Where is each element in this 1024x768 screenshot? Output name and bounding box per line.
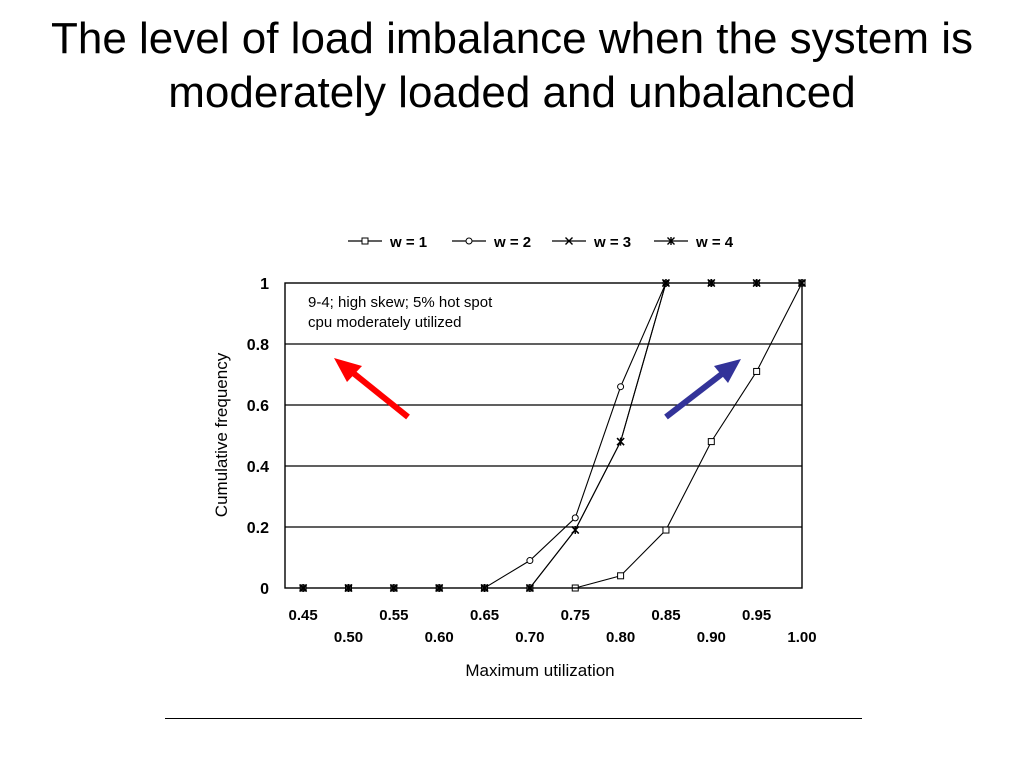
gridlines [285, 343, 802, 528]
x-tick-label: 0.55 [379, 607, 408, 624]
marker-circle [526, 557, 534, 565]
x-tick-label: 0.70 [515, 629, 544, 646]
x-tick-label: 0.65 [470, 607, 499, 624]
marker-square [753, 367, 761, 375]
y-tick-label: 0.8 [247, 337, 269, 354]
marker-circle [617, 383, 625, 391]
marker-star [571, 526, 580, 535]
x-tick-label: 0.50 [334, 629, 363, 646]
x-axis-label: Maximum utilization [465, 661, 614, 680]
y-tick-label: 0 [260, 581, 269, 598]
legend-label: w = 2 [493, 234, 531, 251]
blue-arrow-shaft [664, 367, 729, 420]
legend-label: w = 1 [389, 234, 427, 251]
red-arrow-shaft [345, 365, 410, 420]
blue-arrow-head [714, 359, 741, 383]
marker-star [667, 237, 675, 245]
axes: 0 0.2 0.4 0.6 0.8 1 0.45 0.55 0.65 0.75 0.85 0.95 0.… [212, 276, 817, 680]
y-tick-label: 1 [260, 276, 269, 293]
annotation: 9-4; high skew; 5% hot spot cpu moderatel… [308, 294, 493, 331]
red-arrow-head [334, 358, 362, 382]
footer-rule [165, 718, 862, 719]
marker-circle [571, 514, 579, 522]
marker-square [662, 526, 670, 534]
arrows [334, 358, 741, 420]
x-tick-label: 0.60 [425, 629, 454, 646]
x-tick-label: 0.90 [697, 629, 726, 646]
marker-square [617, 572, 625, 580]
y-axis-label: Cumulative frequency [212, 352, 231, 517]
x-tick-label: 0.80 [606, 629, 635, 646]
x-tick-label: 0.45 [289, 607, 318, 624]
plot-frame [284, 282, 803, 589]
x-tick-label: 1.00 [787, 629, 816, 646]
marker-cross [565, 237, 573, 245]
legend-label: w = 3 [593, 234, 631, 251]
y-tick-label: 0.2 [247, 520, 269, 537]
marker-square [361, 237, 369, 245]
y-tick-label: 0.6 [247, 398, 269, 415]
x-tick-label: 0.95 [742, 607, 771, 624]
y-tick-label: 0.4 [247, 459, 269, 476]
marker-star [616, 437, 625, 446]
marker-circle [465, 237, 473, 245]
slide-title: The level of load imbalance when the sys… [50, 14, 974, 117]
annotation-text: 9-4; high skew; 5% hot spot [308, 294, 493, 311]
x-tick-label: 0.85 [651, 607, 680, 624]
x-tick-label: 0.75 [561, 607, 590, 624]
annotation-text: cpu moderately utilized [308, 314, 461, 331]
legend: w = 1 w = 2 w = 3 w = 4 [348, 234, 734, 251]
legend-label: w = 4 [695, 234, 734, 251]
marker-square [707, 438, 715, 446]
